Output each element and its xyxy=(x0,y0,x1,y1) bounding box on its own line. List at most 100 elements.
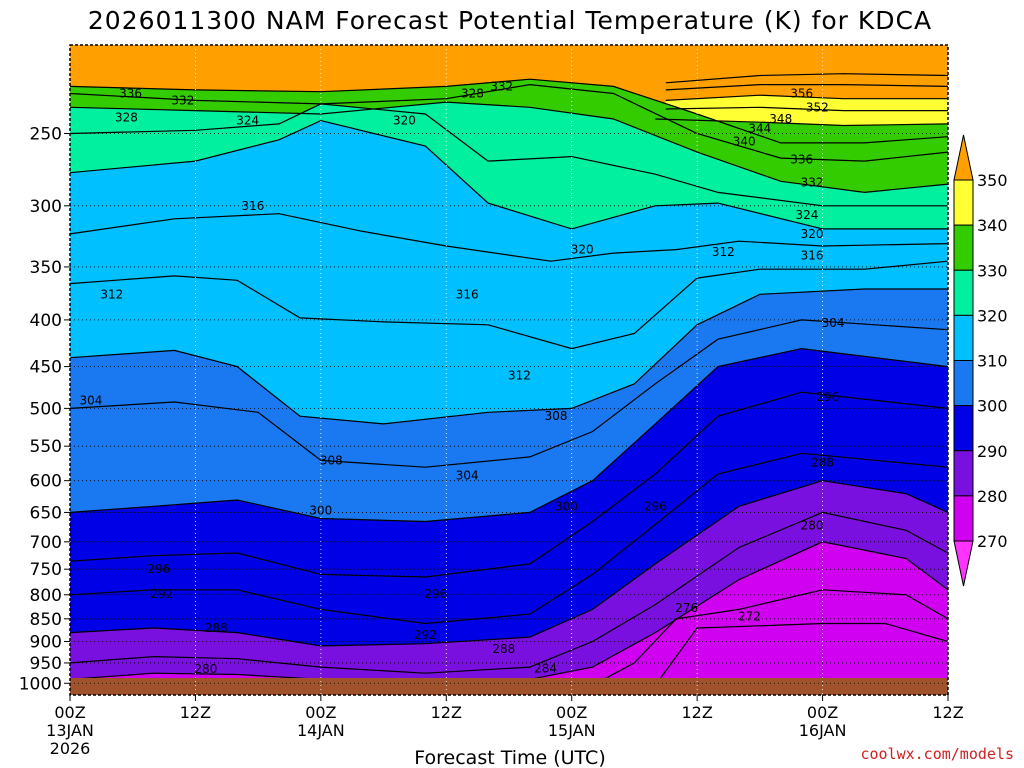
contour-label: 308 xyxy=(320,453,343,467)
isotherm-contours xyxy=(70,73,948,686)
x-tick-date: 15JAN xyxy=(548,721,596,740)
contour-label: 312 xyxy=(100,287,123,301)
contour-label: 304 xyxy=(456,468,479,482)
contour-label: 324 xyxy=(236,114,259,128)
y-tick-label: 850 xyxy=(30,610,62,630)
x-tick-date: 16JAN xyxy=(799,721,847,740)
isotherm-336 xyxy=(70,78,948,144)
colorbar-top-arrow xyxy=(953,134,974,181)
contour-label: 324 xyxy=(795,208,818,222)
y-tick-label: 700 xyxy=(30,533,62,553)
contour-label: 316 xyxy=(241,199,264,213)
contour-label: 272 xyxy=(738,609,761,623)
x-tick-label: 12Z xyxy=(932,703,963,722)
credit-text: coolwx.com/models xyxy=(860,745,1014,763)
isotherm-344 xyxy=(665,106,948,112)
colorbar-segment xyxy=(953,360,974,407)
contour-label: 284 xyxy=(534,661,557,675)
contour-label: 320 xyxy=(801,227,824,241)
contour-label: 296 xyxy=(816,390,839,404)
y-tick-label: 600 xyxy=(30,472,62,492)
isotherm-280 xyxy=(70,541,948,684)
contour-label: 332 xyxy=(171,93,194,107)
contour-label: 336 xyxy=(119,86,142,100)
colorbar-label: 290 xyxy=(977,442,1008,461)
contour-label: 280 xyxy=(194,662,217,676)
contour-label: 336 xyxy=(790,153,813,167)
isotherm-324 xyxy=(70,103,948,207)
isotherm-300 xyxy=(70,347,948,523)
y-tick-label: 1000 xyxy=(19,674,62,694)
colorbar-segment xyxy=(953,450,974,497)
contour-label: 332 xyxy=(801,176,824,190)
y-tick-label: 900 xyxy=(30,632,62,652)
y-tick-label: 500 xyxy=(30,399,62,419)
contour-label: 348 xyxy=(769,112,792,126)
isotherm-288 xyxy=(70,480,948,647)
colorbar-segment xyxy=(953,495,974,542)
y-tick-label: 750 xyxy=(30,560,62,580)
contour-label: 320 xyxy=(571,243,594,257)
colorbar-label: 340 xyxy=(977,216,1008,235)
isotherm-352 xyxy=(665,83,948,91)
contour-label: 312 xyxy=(712,245,735,259)
isotherm-316 xyxy=(70,213,948,262)
y-tick-label: 250 xyxy=(30,124,62,144)
isotherm-340 xyxy=(655,118,948,127)
y-tick-label: 950 xyxy=(30,654,62,674)
contour-label: 304 xyxy=(79,393,102,407)
contour-label: 296 xyxy=(147,562,170,576)
colorbar-label: 300 xyxy=(977,397,1008,416)
contour-label: 344 xyxy=(748,122,771,136)
colorbar-label: 350 xyxy=(977,171,1008,190)
ground-surface xyxy=(70,678,948,695)
isotherm-292 xyxy=(70,452,948,625)
x-tick-label: 00Z xyxy=(556,703,587,722)
colorbar-segment xyxy=(953,314,974,361)
y-tick-label: 400 xyxy=(30,311,62,331)
y-tick-label: 300 xyxy=(30,197,62,217)
contour-label: 300 xyxy=(309,504,332,518)
isotherm-312 xyxy=(70,260,948,350)
isotherm-296 xyxy=(70,391,948,578)
x-tick-date: 14JAN xyxy=(297,721,345,740)
contour-label: 332 xyxy=(490,79,513,93)
y-tick-label: 650 xyxy=(30,503,62,523)
x-tick-label: 12Z xyxy=(180,703,211,722)
x-axis-title: Forecast Time (UTC) xyxy=(414,747,605,768)
contour-label: 300 xyxy=(555,499,578,513)
y-tick-label: 450 xyxy=(30,358,62,378)
contour-label: 308 xyxy=(545,409,568,423)
y-tick-label: 350 xyxy=(30,258,62,278)
isotherm-272 xyxy=(654,622,948,686)
contour-label: 296 xyxy=(644,499,667,513)
colorbar-segment xyxy=(953,224,974,271)
colorbar-bottom-arrow xyxy=(953,540,974,587)
isotherm-308 xyxy=(70,288,948,425)
isotherm-304 xyxy=(70,319,948,468)
contour-label: 292 xyxy=(414,628,437,642)
colorbar-segment xyxy=(953,405,974,452)
colorbar-label: 320 xyxy=(977,306,1008,325)
y-tick-label: 800 xyxy=(30,586,62,606)
x-tick-label: 00Z xyxy=(807,703,838,722)
x-tick-label: 00Z xyxy=(305,703,336,722)
contour-label: 320 xyxy=(393,114,416,128)
contour-label: 288 xyxy=(811,455,834,469)
x-tick-label: 12Z xyxy=(681,703,712,722)
x-tick-date: 13JAN xyxy=(46,721,94,740)
colorbar-label: 280 xyxy=(977,487,1008,506)
contour-label: 288 xyxy=(205,621,228,635)
plot-frame xyxy=(69,44,949,696)
contour-label: 292 xyxy=(151,587,174,601)
contour-label: 356 xyxy=(790,86,813,100)
colorbar-segment xyxy=(953,269,974,316)
isotherm-284 xyxy=(70,511,948,674)
contour-label: 296 xyxy=(424,587,447,601)
contour-label: 276 xyxy=(675,601,698,615)
contour-label: 352 xyxy=(806,100,829,114)
x-tick-label: 00Z xyxy=(54,703,85,722)
